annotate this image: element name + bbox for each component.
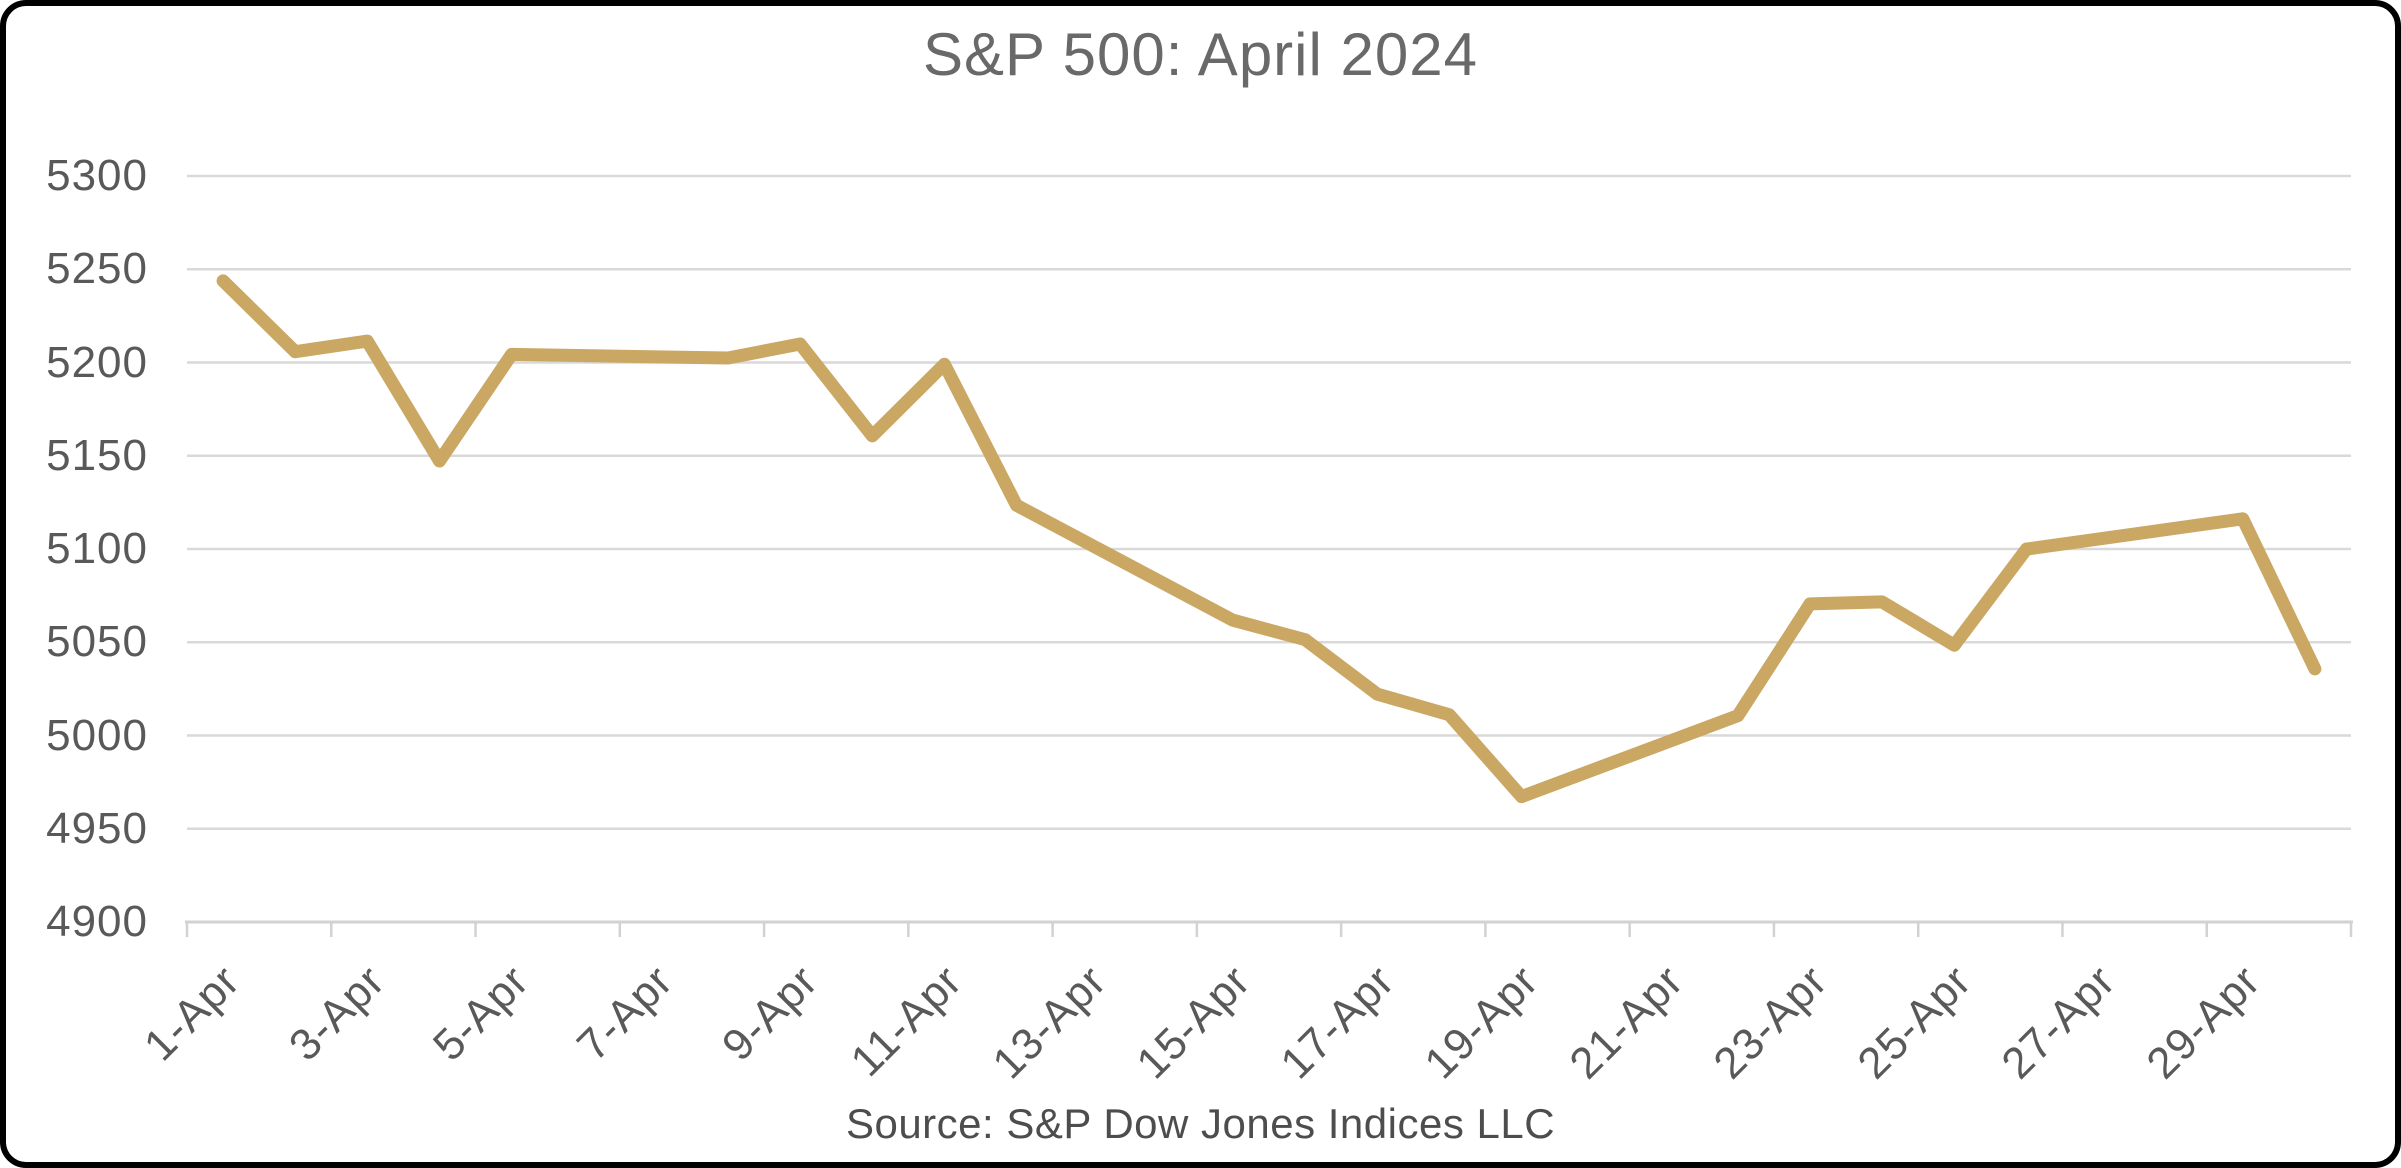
y-axis-tick-label: 5050 — [46, 617, 148, 667]
y-axis-tick-label: 5200 — [46, 337, 148, 387]
y-axis-tick-label: 5100 — [46, 524, 148, 573]
y-axis-tick-label: 4950 — [46, 803, 148, 853]
series-line-s-p-500 — [216, 274, 2322, 804]
line-chart-plot — [185, 174, 2353, 937]
chart-title: S&P 500: April 2024 — [923, 21, 1478, 88]
y-axis-tick-label: 5300 — [46, 151, 148, 200]
y-axis-tick-label: 4900 — [46, 897, 148, 946]
y-axis-tick-label: 5000 — [46, 710, 148, 760]
source-note: Source: S&P Dow Jones Indices LLC — [845, 1100, 1556, 1147]
y-axis-tick-label: 5250 — [46, 244, 148, 294]
y-axis-tick-label: 5150 — [46, 430, 148, 480]
